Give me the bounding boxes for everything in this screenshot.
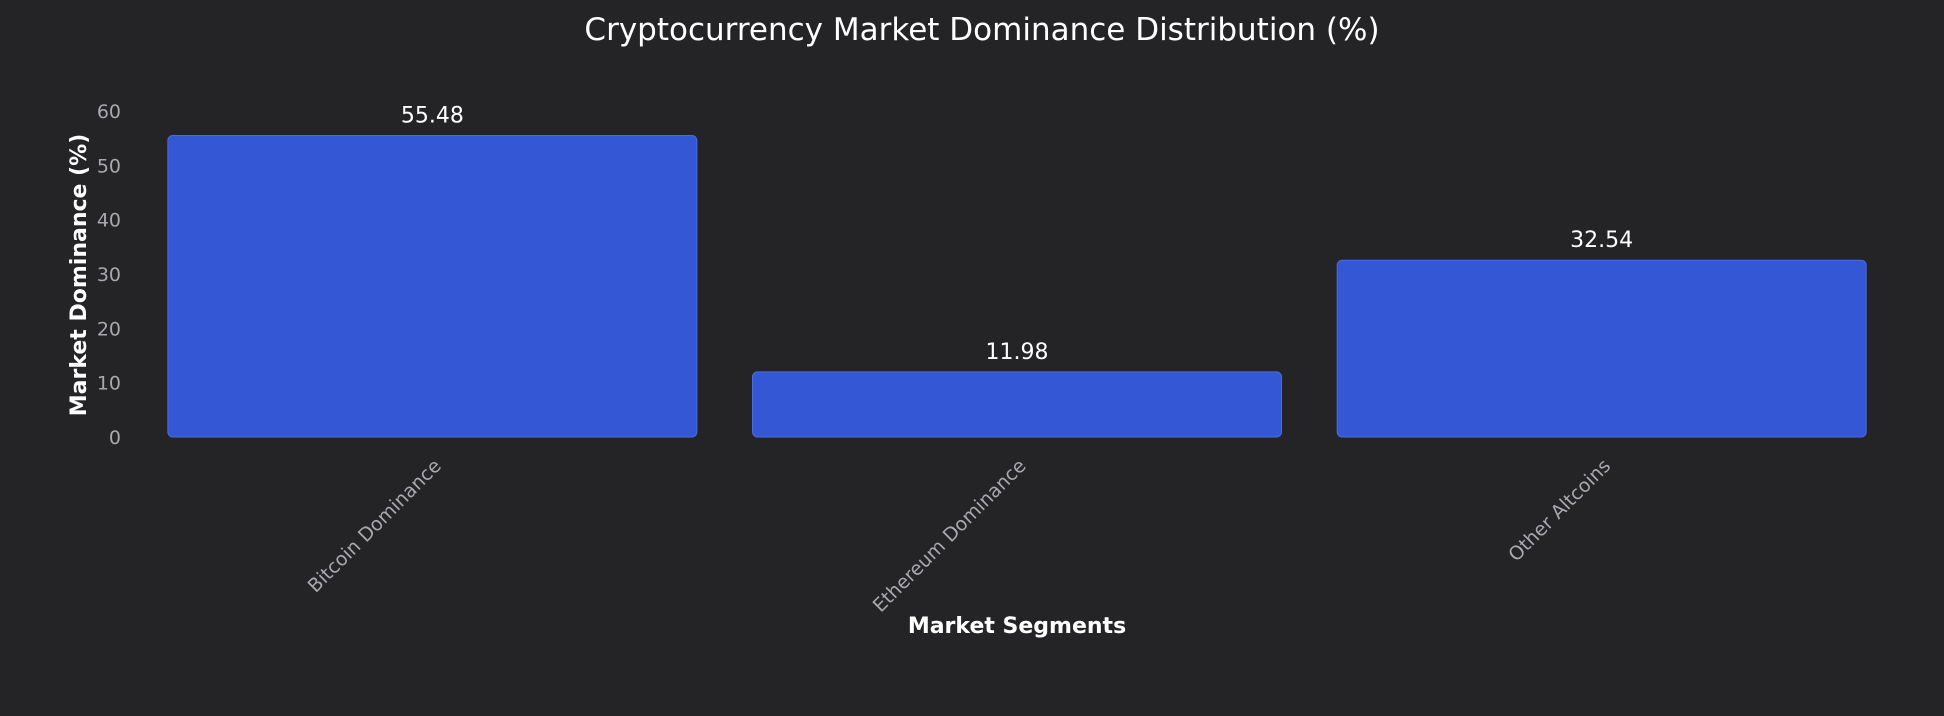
y-tick-label: 40 bbox=[97, 210, 121, 232]
x-tick-label: Ethereum Dominance bbox=[869, 455, 1031, 617]
bar bbox=[167, 135, 698, 438]
chart-title: Cryptocurrency Market Dominance Distribu… bbox=[584, 12, 1379, 48]
y-tick-label: 10 bbox=[97, 373, 121, 395]
bar-value-label: 55.48 bbox=[401, 104, 464, 129]
x-tick-label: Other Altcoins bbox=[1504, 455, 1615, 566]
bar-value-label: 32.54 bbox=[1570, 228, 1633, 253]
y-tick-label: 60 bbox=[97, 101, 121, 123]
x-axis-label: Market Segments bbox=[908, 614, 1126, 639]
data-labels-group: 55.48 11.98 32.54 bbox=[401, 104, 1633, 365]
y-tick-label: 0 bbox=[109, 427, 121, 449]
y-axis-ticks: 0 10 20 30 40 50 60 bbox=[97, 101, 121, 449]
y-axis-label: Market Dominance (%) bbox=[67, 134, 92, 417]
y-tick-label: 30 bbox=[97, 264, 121, 286]
bar bbox=[752, 371, 1282, 438]
bar-value-label: 11.98 bbox=[986, 340, 1049, 365]
y-tick-label: 50 bbox=[97, 155, 121, 177]
x-axis-ticks: Bitcoin Dominance Ethereum Dominance Other… bbox=[304, 455, 1616, 617]
bar bbox=[1336, 259, 1867, 438]
bars-group bbox=[167, 135, 1867, 438]
y-tick-label: 20 bbox=[97, 318, 121, 340]
x-tick-label: Bitcoin Dominance bbox=[304, 455, 446, 597]
